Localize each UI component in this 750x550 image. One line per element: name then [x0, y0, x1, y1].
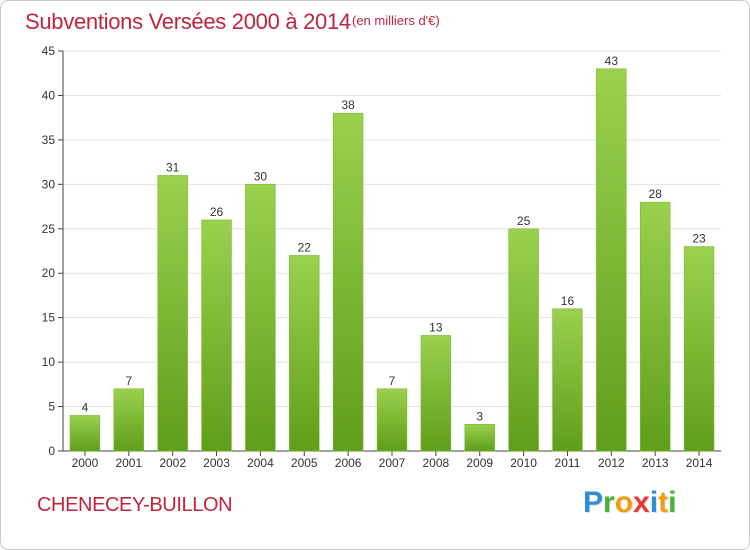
x-tick-label-2009: 2009 [466, 456, 493, 470]
x-tick-label-2001: 2001 [115, 456, 142, 470]
y-tick-label: 25 [42, 222, 56, 236]
bar-2006 [332, 112, 364, 452]
logo-letter: i [649, 486, 659, 519]
data-label-2002: 31 [166, 160, 180, 174]
data-label-2011: 16 [561, 294, 575, 308]
logo-letter: r [603, 486, 615, 519]
y-tick-label: 40 [42, 88, 56, 102]
data-label-2012: 43 [605, 54, 619, 68]
bar-2002 [157, 175, 188, 452]
y-tick-label: 20 [42, 266, 56, 280]
logo-letter: o [614, 486, 634, 519]
data-label-2009: 3 [476, 409, 483, 423]
bar-2011 [552, 308, 583, 452]
bar-2003 [201, 219, 232, 452]
x-tick-label-2007: 2007 [379, 456, 406, 470]
bar-2005 [289, 255, 320, 452]
y-tick-label: 0 [48, 444, 55, 458]
logo-letter: t [658, 486, 669, 519]
proxiti-logo[interactable]: Proxiti [583, 488, 676, 518]
data-label-2000: 4 [82, 400, 89, 414]
chart-title: Subventions Versées 2000 à 2014 [25, 9, 351, 34]
tick-labels: 0 5 10 15 20 25 30 35 40 45 2000 2001 2002 2003 2004 20… [42, 44, 713, 470]
x-tick-label-2013: 2013 [642, 456, 669, 470]
data-label-2013: 28 [649, 187, 663, 201]
x-tick-label-2000: 2000 [72, 456, 99, 470]
data-label-2008: 13 [429, 320, 443, 334]
data-label-2007: 7 [389, 374, 396, 388]
y-tick-label: 5 [48, 400, 55, 414]
bar-2004 [245, 184, 276, 452]
bar-2008 [420, 335, 452, 452]
bar-2007 [376, 388, 408, 452]
data-label-2014: 23 [692, 232, 706, 246]
y-tick-label: 30 [42, 177, 56, 191]
bar-2010 [508, 228, 539, 452]
data-label-2004: 30 [254, 169, 268, 183]
data-label-2001: 7 [125, 374, 132, 388]
x-tick-label-2010: 2010 [510, 456, 537, 470]
x-tick-label-2005: 2005 [291, 456, 318, 470]
data-label-2005: 22 [298, 240, 312, 254]
logo-letter: i [668, 486, 677, 519]
bar-2013 [639, 201, 671, 452]
data-label-2006: 38 [341, 98, 355, 112]
commune-name: CHENECEY-BUILLON [37, 494, 233, 516]
y-tick-label: 45 [42, 44, 56, 58]
x-tick-label-2008: 2008 [423, 456, 450, 470]
bar-2000 [69, 415, 101, 452]
bar-2014 [683, 246, 715, 452]
data-label-2003: 26 [210, 205, 224, 219]
bars [69, 68, 715, 452]
bar-2009 [464, 424, 495, 452]
x-tick-label-2012: 2012 [598, 456, 625, 470]
bar-2001 [113, 388, 145, 452]
data-label-2010: 25 [517, 214, 531, 228]
logo-letter: P [583, 486, 604, 519]
chart-subtitle: (en milliers d'€) [352, 13, 440, 28]
y-tick-label: 10 [42, 355, 56, 369]
y-tick-label: 15 [42, 311, 56, 325]
x-tick-label-2011: 2011 [555, 456, 581, 470]
x-tick-label-2006: 2006 [335, 456, 362, 470]
x-tick-label-2014: 2014 [686, 456, 713, 470]
bar-2012 [596, 68, 627, 452]
y-tick-label: 35 [42, 133, 56, 147]
x-tick-label-2003: 2003 [203, 456, 230, 470]
data-labels: 4 7 31 26 30 22 38 7 13 3 25 16 43 28 23 [82, 54, 706, 424]
logo-letter: x [633, 486, 650, 519]
x-tick-label-2004: 2004 [247, 456, 274, 470]
x-tick-label-2002: 2002 [159, 456, 186, 470]
